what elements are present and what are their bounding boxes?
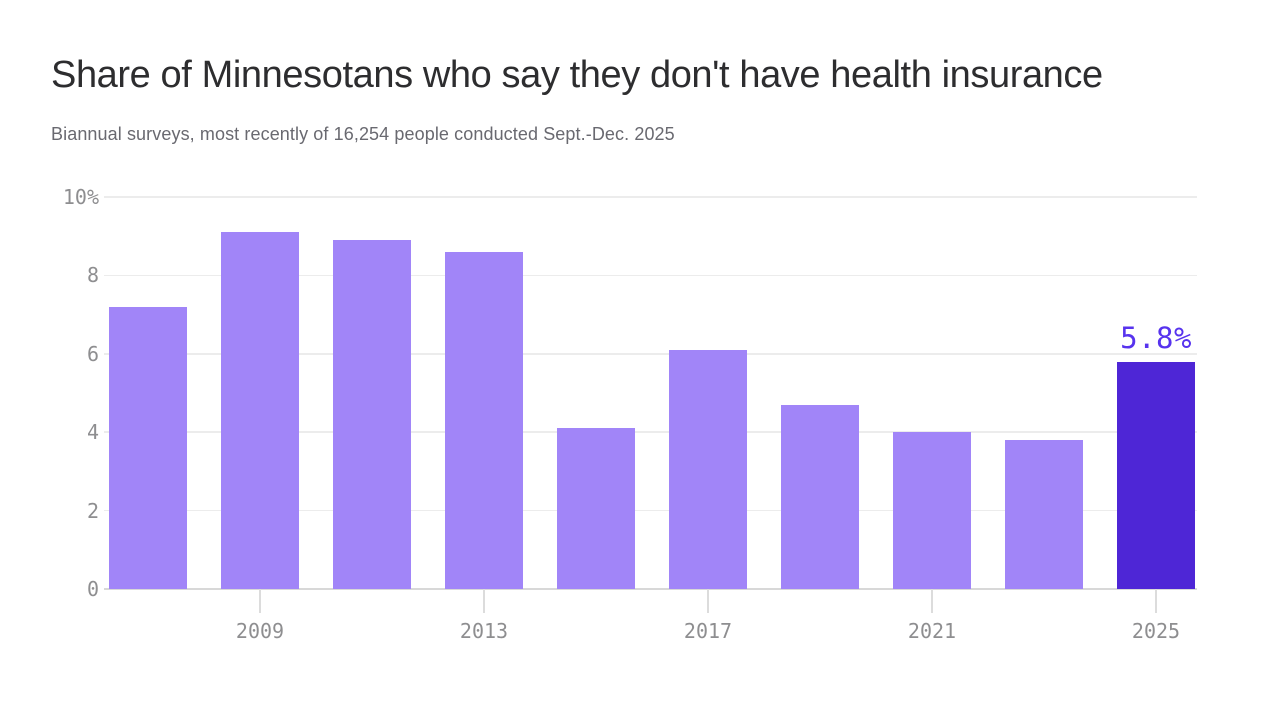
- x-axis-tick: [931, 589, 933, 613]
- x-axis-line: [104, 588, 1197, 590]
- chart-title: Share of Minnesotans who say they don't …: [51, 54, 1103, 96]
- gridline-10: [104, 196, 1197, 198]
- x-axis-tick-label: 2025: [1131, 619, 1181, 643]
- y-axis-tick-label: 8: [86, 263, 99, 288]
- x-axis-tick-label: 2017: [683, 619, 733, 643]
- bar-2011: [333, 240, 411, 589]
- bar-2017: [669, 349, 747, 589]
- x-axis-tick-label: 2013: [459, 619, 509, 643]
- x-axis-tick-label: 2009: [235, 619, 285, 643]
- gridline-8: [104, 274, 1197, 277]
- bar-2025: [1117, 361, 1195, 589]
- y-axis-tick-label: 4: [86, 420, 99, 445]
- y-axis-tick-label: 6: [86, 341, 99, 366]
- y-axis-tick-label: 10%: [62, 185, 99, 209]
- bar-2015: [557, 428, 635, 589]
- gridline-4: [104, 431, 1197, 433]
- x-axis-tick-label: 2021: [907, 619, 957, 643]
- bar-2021: [893, 432, 971, 589]
- bar-2023: [1005, 440, 1083, 589]
- bar-2007: [109, 306, 187, 589]
- x-axis-tick: [259, 589, 261, 613]
- x-axis-tick: [707, 589, 709, 613]
- bar-2009: [221, 232, 299, 589]
- y-axis-tick-label: 2: [86, 498, 99, 523]
- bar-2013: [445, 251, 523, 589]
- gridline-6: [104, 353, 1197, 355]
- y-axis-tick-label: 0: [86, 577, 99, 601]
- x-axis-tick: [483, 589, 485, 613]
- chart-subtitle: Biannual surveys, most recently of 16,25…: [51, 124, 675, 144]
- gridline-2: [104, 509, 1197, 512]
- data-label-latest-value: 5.8%: [1120, 320, 1192, 355]
- x-axis-tick: [1155, 589, 1157, 613]
- bar-2019: [781, 404, 859, 589]
